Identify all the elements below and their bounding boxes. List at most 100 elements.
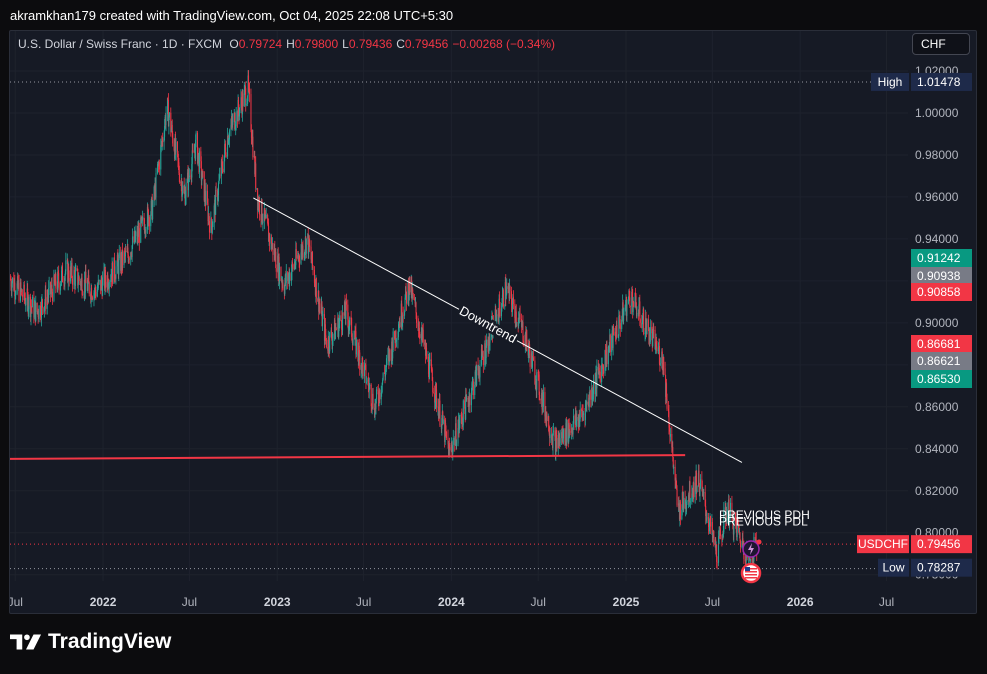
candle-body	[334, 328, 336, 340]
candle-body	[621, 315, 623, 320]
candle-body	[432, 392, 434, 394]
candle-body	[672, 457, 674, 468]
candle-body	[676, 488, 678, 506]
candle-body	[751, 559, 753, 563]
candle-body	[200, 161, 202, 181]
candle-body	[255, 188, 257, 190]
candle-body	[686, 501, 688, 502]
candle-body	[31, 306, 33, 308]
candle-body	[197, 155, 199, 164]
price-axis: 1.020001.000000.980000.960000.940000.920…	[857, 64, 972, 582]
candle-body	[289, 273, 291, 284]
candle-body	[134, 231, 136, 241]
candle-body	[674, 466, 676, 481]
candle-body	[322, 314, 324, 316]
candle-body	[609, 334, 611, 353]
candle-body	[114, 276, 116, 279]
candle-body	[499, 308, 501, 317]
candle-body	[391, 341, 393, 359]
candle-body	[514, 303, 516, 318]
candle-body	[375, 399, 377, 409]
candle-body	[294, 265, 296, 267]
candle-body	[466, 397, 468, 400]
candle-body	[170, 112, 172, 133]
candle-body	[40, 305, 42, 317]
candle-body	[88, 275, 90, 283]
currency-button[interactable]: CHF	[912, 33, 970, 55]
candle-body	[603, 366, 605, 374]
candle-body	[227, 136, 229, 144]
candle-body	[426, 347, 428, 359]
candle-body	[686, 501, 688, 509]
us-flag-event-icon[interactable]	[740, 562, 762, 584]
candle-body	[127, 254, 129, 262]
candle-body	[210, 218, 212, 227]
candle-body	[696, 485, 698, 492]
candle-body	[227, 136, 229, 157]
candle-body	[302, 245, 304, 258]
price-badge	[911, 283, 972, 301]
candle-body	[60, 281, 62, 285]
candle-body	[134, 236, 136, 241]
candle-body	[539, 394, 541, 399]
chart-panel[interactable]: Downtrend PREVIOUS PDH PREVIOUS PDL 1.0200…	[9, 30, 977, 614]
candle-body	[555, 434, 557, 436]
candle-body	[340, 315, 342, 321]
low-value: 0.79436	[348, 37, 393, 51]
candle-body	[699, 479, 701, 489]
candle-body	[26, 288, 28, 305]
candle-body	[631, 291, 633, 297]
candle-body	[102, 277, 104, 296]
candle-body	[477, 365, 479, 371]
candle-body	[224, 144, 226, 156]
candle-body	[51, 284, 53, 292]
candle-body	[145, 229, 147, 234]
candle-body	[385, 367, 387, 370]
candle-body	[222, 168, 224, 173]
candle-body	[50, 282, 52, 294]
candle-body	[679, 501, 681, 520]
candle-body	[721, 535, 723, 539]
candle-body	[490, 322, 492, 337]
candle-body	[244, 87, 246, 90]
candle-body	[331, 330, 333, 339]
candle-body	[237, 99, 239, 122]
candle-body	[130, 252, 132, 256]
candle-body	[141, 217, 143, 222]
candle-body	[365, 365, 367, 383]
candle-body	[539, 398, 541, 401]
candle-body	[208, 213, 210, 221]
candle-body	[568, 424, 570, 433]
candle-body	[705, 506, 707, 517]
candle-body	[542, 392, 544, 407]
open-label: O	[229, 37, 239, 51]
price-badge-value: 0.78287	[917, 561, 961, 575]
candle-body	[27, 288, 29, 295]
candle-body	[693, 482, 695, 498]
candle-body	[696, 472, 698, 492]
candle-body	[485, 358, 487, 363]
candle-body	[262, 221, 264, 224]
candle-body	[497, 314, 499, 316]
candle-body	[190, 175, 192, 177]
candle-body	[342, 312, 344, 316]
candle-body	[370, 384, 372, 407]
candle-body	[332, 338, 334, 345]
candle-body	[272, 243, 274, 255]
candle-body	[73, 270, 75, 274]
candle-body	[234, 128, 236, 130]
candle-body	[225, 147, 227, 156]
candle-body	[718, 530, 720, 537]
candle-body	[452, 437, 454, 445]
candle-body	[61, 270, 63, 282]
lightning-glyph	[748, 543, 755, 555]
candle-body	[698, 470, 700, 487]
candle-body	[10, 279, 12, 287]
candle-body	[74, 270, 76, 286]
candle-body	[431, 369, 433, 381]
candle-body	[718, 536, 720, 563]
candle-body	[519, 313, 521, 320]
candle-body	[683, 497, 685, 510]
candle-body	[652, 329, 654, 332]
